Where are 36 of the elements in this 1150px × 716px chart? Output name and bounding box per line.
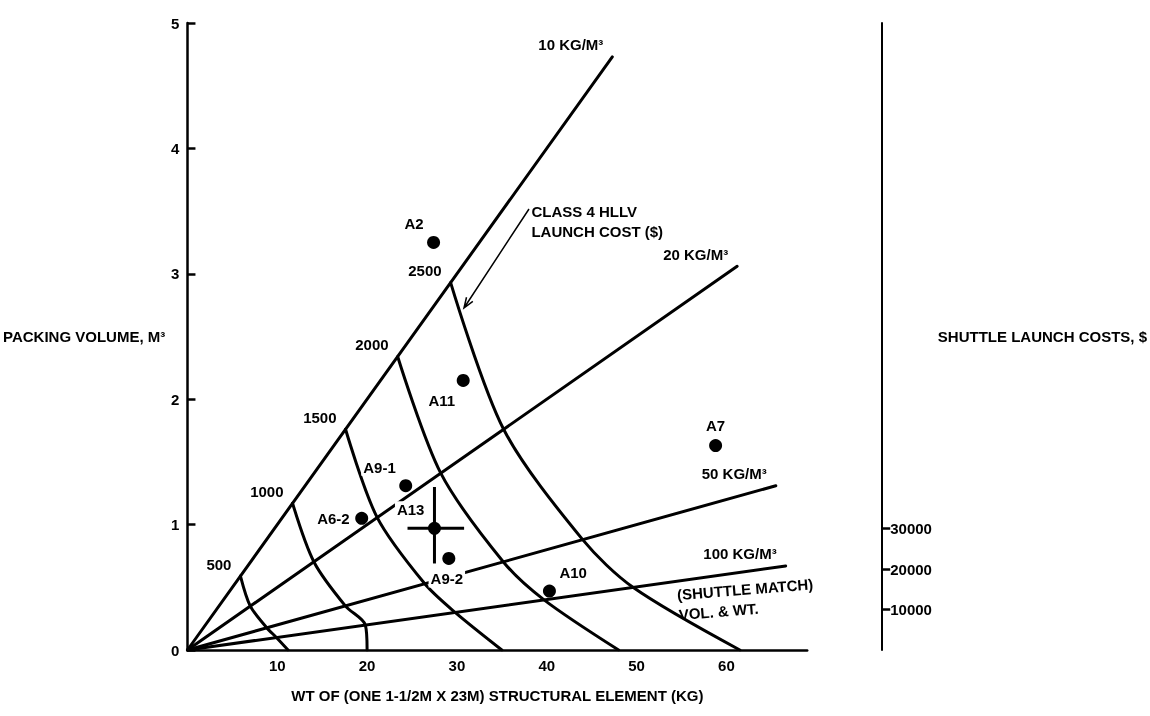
series-label: 50 KG/M³ [701, 465, 767, 483]
x-tick-label: 10 [268, 657, 286, 674]
y-tick-label: 0 [171, 641, 180, 659]
x-tick-label: 60 [718, 657, 735, 674]
series-label: 100 KG/M³ [703, 545, 777, 563]
y2-tick-label: 10000 [890, 601, 932, 619]
annotation: A2 [404, 215, 424, 233]
y-axis-title: PACKING VOLUME, M³ [3, 328, 166, 345]
annotation: A9-2 [430, 570, 464, 588]
annotation: CLASS 4 HLLV LAUNCH COST ($) [531, 202, 664, 240]
y-tick-label: 5 [171, 14, 180, 32]
x-axis-title: WT OF (ONE 1-1/2M X 23M) STRUCTURAL ELEMENT (KG) [291, 687, 704, 704]
x-tick-label: 20 [358, 657, 376, 674]
annotation: A11 [428, 392, 456, 410]
x-tick-label: 30 [448, 657, 466, 674]
x-tick-label: 40 [538, 657, 556, 674]
y-tick-label: 1 [171, 516, 180, 534]
y-tick-label: 4 [171, 139, 181, 157]
annotation: A13 [396, 501, 425, 519]
series-label: 20 KG/M³ [663, 245, 729, 263]
y-tick-label: 3 [171, 265, 180, 283]
annotation: A10 [559, 564, 587, 582]
annotation: A9-1 [363, 458, 396, 476]
x-tick-label: 50 [628, 657, 645, 674]
y-tick-label: 2 [171, 390, 180, 408]
series-label: 2000 [355, 336, 389, 354]
series-label: 2500 [408, 262, 442, 280]
series-label: 10 KG/M³ [538, 36, 604, 54]
y2-tick-label: 30000 [890, 520, 932, 538]
y2-tick-label: 20000 [890, 560, 932, 578]
annotation: A6-2 [317, 509, 350, 527]
series-label: 500 [206, 555, 232, 573]
y2-axis-title: SHUTTLE LAUNCH COSTS, $ [937, 328, 1148, 345]
series-label: 1000 [250, 482, 284, 500]
annotation: A7 [706, 416, 726, 434]
series-label: 1500 [303, 408, 337, 426]
